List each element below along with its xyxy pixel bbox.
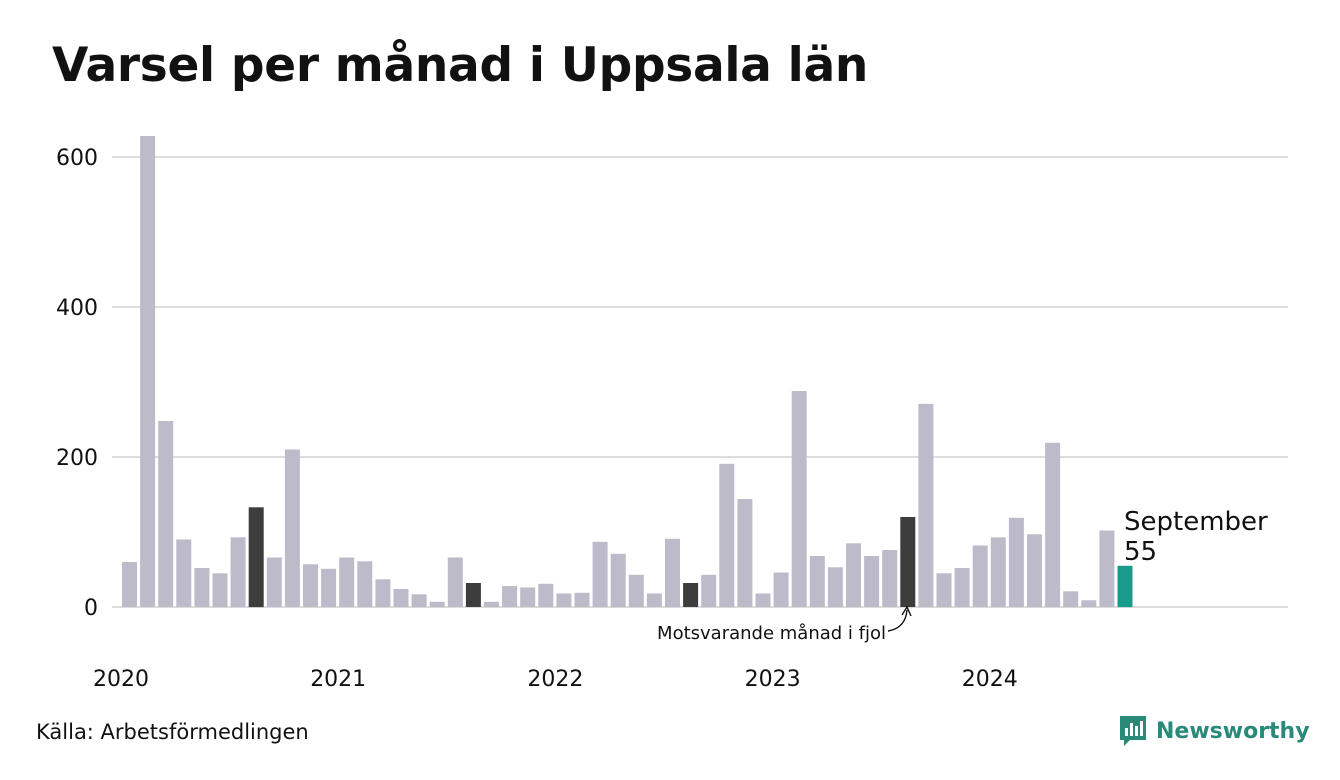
bar <box>646 593 662 607</box>
bar <box>158 421 174 607</box>
bar <box>1027 534 1042 608</box>
bar <box>846 543 861 608</box>
current-month-label: September 55 <box>1124 507 1268 567</box>
bar <box>411 594 427 608</box>
bar <box>321 568 337 608</box>
bar <box>357 561 373 608</box>
x-tick-label: 2022 <box>527 667 583 692</box>
bar <box>465 583 481 607</box>
bar <box>918 403 934 608</box>
bar <box>429 601 445 608</box>
bar <box>447 557 463 607</box>
bar <box>628 574 644 608</box>
bar <box>701 574 717 608</box>
bar <box>194 568 210 607</box>
bar <box>827 567 843 608</box>
bar <box>230 537 246 608</box>
bar <box>954 568 970 607</box>
bar <box>1117 565 1133 608</box>
bar <box>900 517 916 607</box>
bar <box>303 564 318 608</box>
bar <box>122 562 137 607</box>
bar <box>1008 517 1024 608</box>
bars <box>122 136 1133 608</box>
bar <box>592 541 608 608</box>
annotation: Motsvarande månad i fjol <box>657 605 912 644</box>
bar <box>556 593 572 607</box>
bar <box>212 573 228 608</box>
y-tick-label: 0 <box>84 596 98 621</box>
bar <box>809 556 825 607</box>
x-tick-label: 2024 <box>962 667 1018 692</box>
bar <box>972 545 988 607</box>
bar <box>140 136 156 607</box>
bar <box>683 583 699 607</box>
bar <box>791 391 807 607</box>
bar <box>284 449 300 607</box>
annotation-arrowhead <box>901 605 912 617</box>
annotation-label: Motsvarande månad i fjol <box>657 623 886 644</box>
bar <box>1063 591 1079 608</box>
bar <box>520 587 536 607</box>
y-tick-label: 200 <box>56 446 98 471</box>
bar <box>484 601 499 608</box>
bar <box>1045 442 1061 608</box>
bar <box>538 583 554 608</box>
bar <box>1099 530 1115 607</box>
current-month-name: September <box>1124 507 1268 537</box>
bar <box>773 572 789 607</box>
bar <box>665 538 680 608</box>
current-month-value: 55 <box>1124 537 1157 567</box>
y-axis-ticks: 0 200 400 600 <box>56 146 98 621</box>
bar <box>574 592 590 608</box>
x-tick-label: 2023 <box>745 667 801 692</box>
bar <box>737 499 753 607</box>
bar <box>248 507 264 608</box>
bar <box>719 463 735 608</box>
annotation-arrow <box>887 609 908 632</box>
bar <box>882 550 898 607</box>
x-axis-ticks: 2020 2021 2022 2023 2024 <box>93 667 1018 692</box>
bar <box>755 593 771 607</box>
newsworthy-logo-icon <box>1120 716 1146 746</box>
brand-logo: Newsworthy <box>1118 714 1310 748</box>
brand-name: Newsworthy <box>1156 718 1310 744</box>
chart-title: Varsel per månad i Uppsala län <box>52 38 869 93</box>
bar <box>393 589 409 607</box>
y-tick-label: 400 <box>56 296 98 321</box>
bar <box>375 579 391 608</box>
bar <box>339 557 355 607</box>
x-tick-label: 2020 <box>93 667 149 692</box>
bar <box>990 537 1006 608</box>
bar <box>176 539 192 607</box>
bar <box>266 557 282 607</box>
bar <box>864 556 880 607</box>
y-tick-label: 600 <box>56 146 98 171</box>
bar <box>1081 600 1097 608</box>
bar <box>502 586 518 607</box>
source-note: Källa: Arbetsförmedlingen <box>36 720 309 744</box>
bar <box>936 573 952 608</box>
x-tick-label: 2021 <box>310 667 366 692</box>
bar <box>610 553 626 608</box>
